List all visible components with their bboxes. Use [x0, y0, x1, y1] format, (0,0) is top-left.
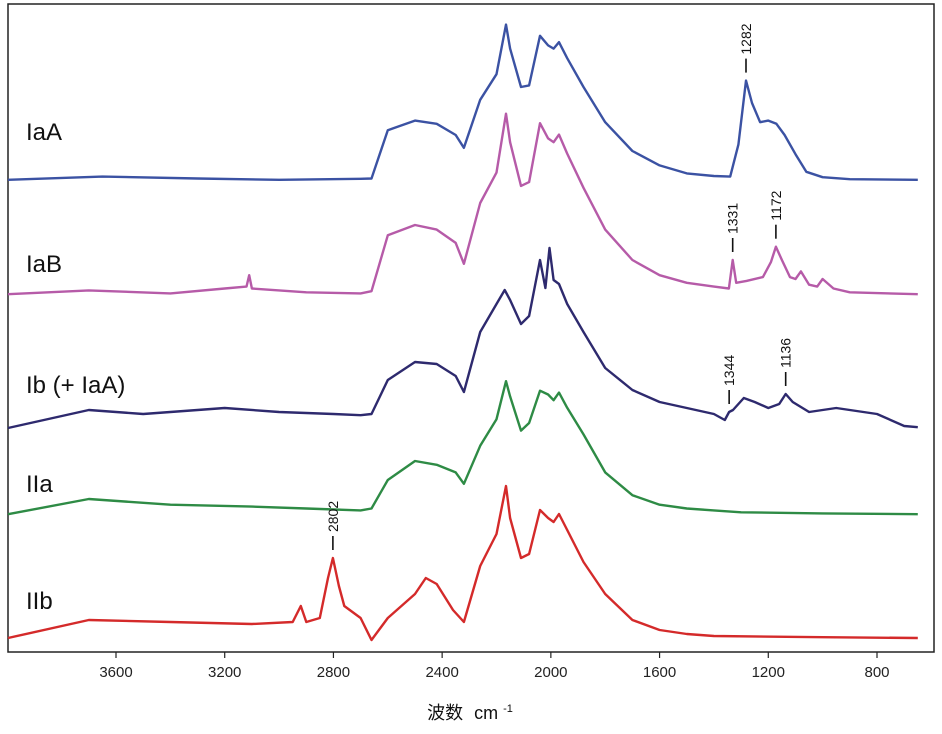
x-axis-title-exponent: -1	[503, 703, 513, 715]
x-tick-label-3600: 3600	[99, 664, 132, 681]
series-line-1	[7, 112, 918, 296]
annotation-label-1172: 1172	[768, 190, 784, 220]
series-labels: IaA IaB Ib (+ IaA) IIa IIb	[26, 119, 125, 615]
series-line-3	[7, 380, 918, 516]
series-label-2: Ib (+ IaA)	[26, 372, 125, 399]
peak-annotations: 1282 1331 1172 1344 1136 2802	[325, 23, 794, 550]
annotation-label-1331: 1331	[725, 203, 741, 234]
series-line-4	[7, 484, 918, 642]
x-tick-label-3200: 3200	[208, 664, 241, 681]
series-label-1: IaB	[26, 251, 62, 278]
x-tick-label-1600: 1600	[643, 664, 676, 681]
x-axis-title-main: 波数	[427, 703, 463, 723]
x-tick-label-2400: 2400	[425, 664, 458, 681]
series-line-0	[7, 23, 918, 181]
series-label-0: IaA	[26, 119, 62, 146]
series-label-3: IIa	[26, 471, 53, 498]
x-axis-title: 波数 cm -1	[427, 703, 513, 723]
x-axis: 3600 3200 2800 2400 2000 1600 1200 800	[99, 652, 890, 681]
x-tick-label-2000: 2000	[534, 664, 567, 681]
x-tick-label-800: 800	[864, 664, 889, 681]
annotation-label-1344: 1344	[721, 355, 737, 386]
spectra-series	[7, 23, 918, 642]
annotation-label-1136: 1136	[778, 338, 794, 368]
annotation-label-2802: 2802	[325, 501, 341, 532]
series-line-2	[7, 246, 918, 430]
plot-frame	[7, 3, 935, 653]
x-tick-label-2800: 2800	[317, 664, 350, 681]
series-label-4: IIb	[26, 588, 53, 615]
x-axis-title-unit: cm	[474, 703, 498, 723]
annotation-label-1282: 1282	[738, 23, 754, 54]
x-tick-label-1200: 1200	[752, 664, 785, 681]
